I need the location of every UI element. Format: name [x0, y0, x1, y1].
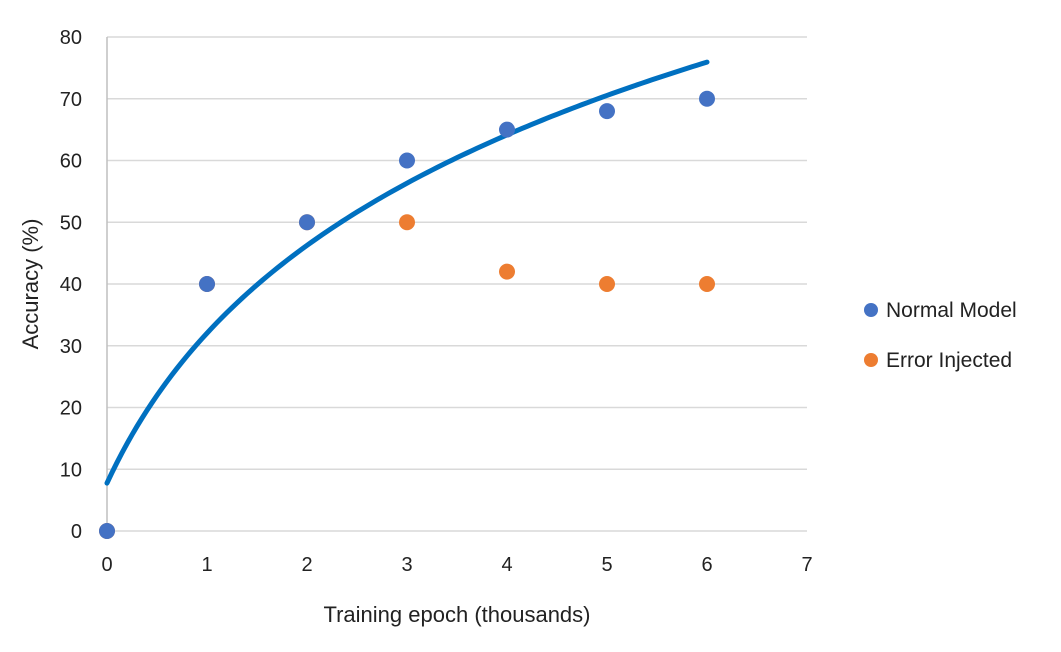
point-normal-model: [399, 152, 415, 169]
legend-item-error-injected: Error Injected: [864, 349, 1012, 372]
point-error-injected: [699, 276, 715, 292]
data-points: [99, 90, 715, 539]
point-normal-model: [599, 103, 615, 120]
y-tick-label: 20: [60, 398, 82, 420]
y-tick-labels: 0 10 20 30 40 50 60 70 80: [60, 27, 82, 543]
legend-marker-normal-model: [864, 303, 878, 317]
legend-label-normal-model: Normal Model: [886, 299, 1017, 322]
gridlines: [107, 36, 807, 532]
point-error-injected: [499, 263, 515, 280]
x-tick-labels: 0 1 2 3 4 5 6 7: [101, 554, 812, 576]
y-tick-label: 40: [60, 274, 82, 296]
legend-label-error-injected: Error Injected: [886, 349, 1012, 372]
point-normal-model: [199, 276, 215, 292]
y-tick-label: 0: [71, 521, 82, 543]
trendline-group: [104, 59, 710, 486]
point-error-injected: [599, 276, 615, 292]
x-tick-label: 5: [601, 554, 612, 576]
y-tick-label: 10: [60, 459, 82, 481]
x-tick-label: 2: [301, 554, 312, 576]
x-tick-label: 0: [101, 554, 112, 576]
point-error-injected: [399, 214, 415, 231]
y-tick-label: 60: [60, 151, 82, 173]
legend-item-normal-model: Normal Model: [864, 299, 1017, 322]
legend: Normal Model Error Injected: [864, 299, 1017, 372]
point-normal-model: [299, 214, 315, 231]
y-tick-label: 70: [60, 89, 82, 111]
point-normal-model: [99, 523, 115, 539]
x-axis-title: Training epoch (thousands): [323, 602, 590, 627]
legend-marker-error-injected: [864, 353, 878, 367]
y-tick-label: 50: [60, 212, 82, 234]
y-tick-label: 80: [60, 27, 82, 49]
y-tick-label: 30: [60, 336, 82, 358]
point-normal-model: [499, 121, 515, 138]
x-tick-label: 1: [201, 554, 212, 576]
x-tick-label: 6: [701, 554, 712, 576]
x-tick-label: 7: [801, 554, 812, 576]
point-normal-model: [699, 90, 715, 107]
trendline-normal-model: [104, 59, 710, 486]
x-tick-label: 3: [401, 554, 412, 576]
x-tick-label: 4: [501, 554, 512, 576]
y-axis-title: Accuracy (%): [18, 219, 43, 350]
